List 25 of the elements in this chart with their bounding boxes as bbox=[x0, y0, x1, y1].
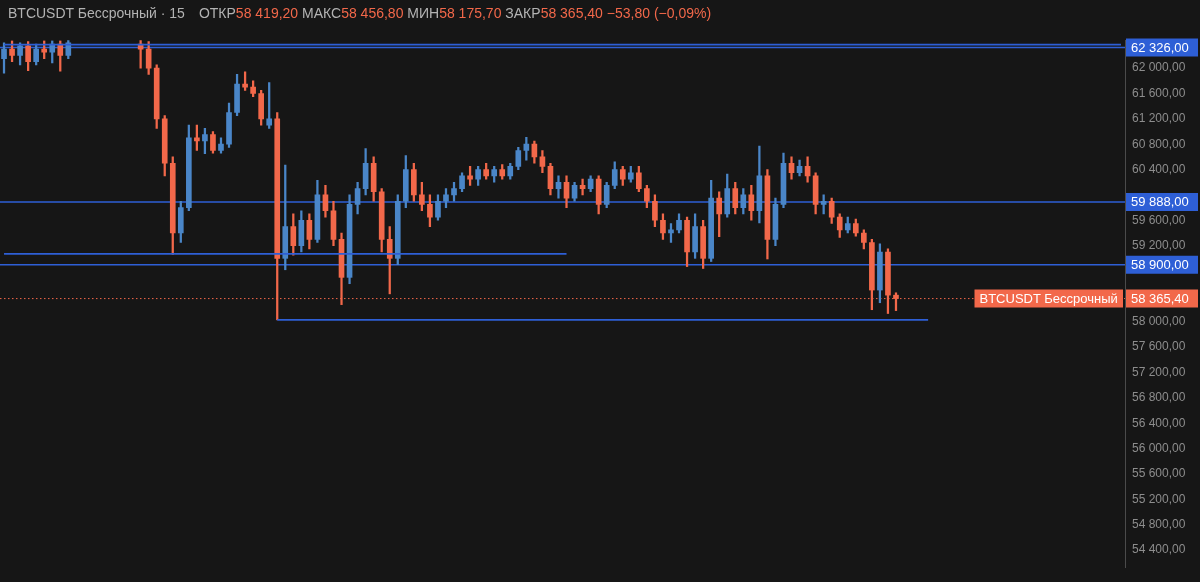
y-tick-label: 61 600,00 bbox=[1132, 85, 1186, 100]
y-tick-label: 60 400,00 bbox=[1132, 161, 1186, 176]
chart-title: BTCUSDT Бессрочный · 15 bbox=[8, 5, 185, 21]
ref-line-label: 62 326,00 bbox=[1131, 39, 1189, 55]
y-tick-label: 57 600,00 bbox=[1132, 339, 1186, 354]
y-tick-label: 56 800,00 bbox=[1132, 390, 1186, 405]
y-tick-label: 55 600,00 bbox=[1132, 466, 1186, 481]
y-tick-label: 57 200,00 bbox=[1132, 364, 1186, 379]
y-tick-label: 59 200,00 bbox=[1132, 237, 1186, 252]
y-tick-label: 59 600,00 bbox=[1132, 212, 1186, 227]
y-tick-label: 58 000,00 bbox=[1132, 314, 1186, 329]
y-tick-label: 62 000,00 bbox=[1132, 60, 1186, 75]
y-tick-label: 56 400,00 bbox=[1132, 415, 1186, 430]
y-tick-label: 60 800,00 bbox=[1132, 136, 1186, 151]
annotation: BTCUSDT Бессрочный bbox=[979, 290, 1118, 306]
ref-line-label: 59 888,00 bbox=[1131, 194, 1189, 210]
y-tick-label: 56 000,00 bbox=[1132, 440, 1186, 455]
ref-line-label: 58 365,40 bbox=[1131, 290, 1189, 306]
y-tick-label: 54 400,00 bbox=[1132, 542, 1186, 557]
ref-line-label: 58 900,00 bbox=[1131, 256, 1189, 272]
chart-subtitle: ОТКР58 419,20 МАКС58 456,80 МИН58 175,70 ЗАКР58 365,40 −53,80 (−0,09%) bbox=[198, 5, 712, 21]
candlestick bbox=[579, 178, 586, 196]
y-tick-label: 55 200,00 bbox=[1132, 491, 1186, 506]
y-tick-label: 54 800,00 bbox=[1132, 516, 1186, 531]
y-tick-label: 61 200,00 bbox=[1132, 111, 1186, 126]
